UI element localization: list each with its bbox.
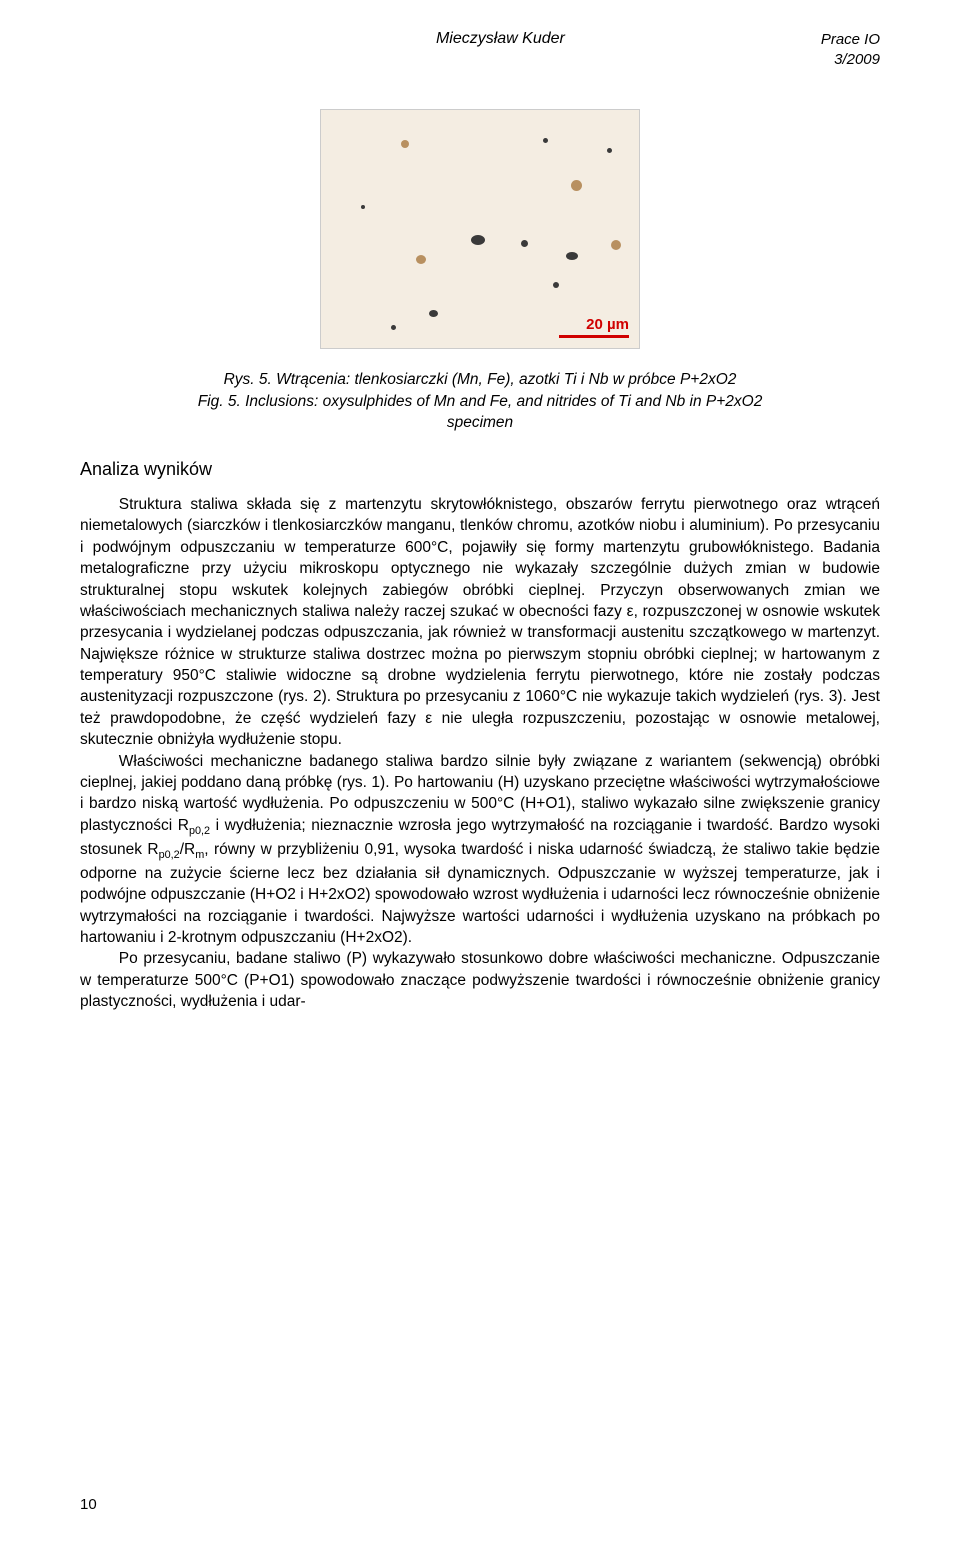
particle-dark [471, 235, 485, 245]
subscript-1: p0,2 [189, 825, 210, 837]
caption-line1: Rys. 5. Wtrącenia: tlenkosiarczki (Mn, F… [80, 369, 880, 391]
particle-dark [543, 138, 548, 143]
particle-dark [607, 148, 612, 153]
scale-label: 20 µm [586, 316, 629, 333]
subscript-3: m [195, 849, 204, 861]
header-journal: Prace IO [821, 30, 880, 50]
page-header: Mieczysław Kuder Prace IO 3/2009 [80, 30, 880, 69]
particle-dark [429, 310, 438, 317]
header-author: Mieczysław Kuder [80, 30, 821, 48]
body-text: Struktura staliwa składa się z martenzyt… [80, 494, 880, 1012]
caption-line3: specimen [80, 412, 880, 434]
subscript-2: p0,2 [159, 849, 180, 861]
figure-container: 20 µm [80, 109, 880, 354]
header-journal-block: Prace IO 3/2009 [821, 30, 880, 69]
paragraph-2: Właściwości mechaniczne badanego staliwa… [80, 751, 880, 949]
paragraph-3: Po przesycaniu, badane staliwo (P) wykaz… [80, 948, 880, 1012]
micrograph-image: 20 µm [320, 109, 640, 349]
particle-brown [611, 240, 621, 250]
scale-bar: 20 µm [559, 316, 629, 338]
particle-brown [401, 140, 409, 148]
particle-brown [416, 255, 426, 264]
particle-dark [391, 325, 396, 330]
particle-dark [361, 205, 365, 209]
page-number: 10 [80, 1496, 97, 1513]
figure-caption: Rys. 5. Wtrącenia: tlenkosiarczki (Mn, F… [80, 369, 880, 434]
particle-dark [553, 282, 559, 288]
scale-line [559, 335, 629, 338]
p2-part-c: /R [180, 841, 196, 858]
section-title: Analiza wyników [80, 459, 880, 480]
header-issue: 3/2009 [821, 50, 880, 70]
paragraph-1: Struktura staliwa składa się z martenzyt… [80, 494, 880, 751]
caption-line2: Fig. 5. Inclusions: oxysulphides of Mn a… [80, 391, 880, 413]
particle-dark [566, 252, 578, 260]
particle-dark [521, 240, 528, 247]
particle-brown [571, 180, 582, 191]
